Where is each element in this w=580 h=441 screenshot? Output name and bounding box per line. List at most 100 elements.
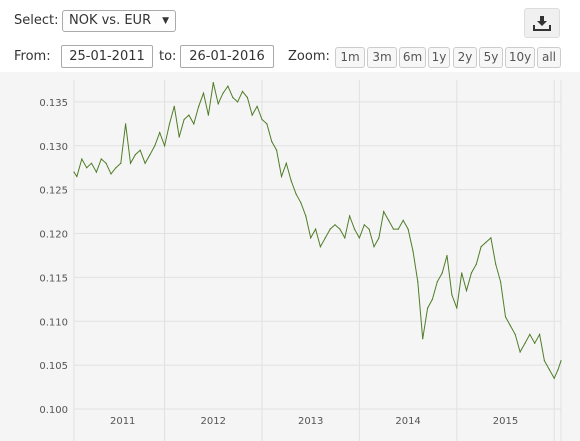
data-point (183, 118, 185, 121)
data-point (280, 175, 283, 178)
data-point (465, 290, 468, 292)
y-tick-label: 0.125 (39, 186, 68, 197)
x-tick-label: 2012 (201, 416, 226, 427)
data-point (164, 145, 166, 147)
y-tick-label: 0.120 (39, 230, 68, 241)
data-point (427, 307, 429, 309)
data-point (548, 368, 550, 371)
data-point (305, 215, 307, 217)
data-point (310, 237, 312, 239)
data-point (407, 228, 409, 230)
data-point (500, 281, 502, 283)
data-point (261, 118, 263, 121)
data-point (271, 140, 273, 142)
zoom-3m-button[interactable]: 3m (367, 47, 397, 68)
data-point (461, 272, 463, 274)
data-point (315, 228, 317, 230)
data-point (475, 263, 477, 265)
data-point (524, 342, 526, 344)
data-point (441, 272, 443, 274)
data-point (334, 224, 336, 226)
data-point (412, 250, 414, 252)
x-tick-label: 2011 (110, 416, 135, 427)
data-point (125, 123, 127, 125)
zoom-5y-button[interactable]: 5y (479, 47, 503, 68)
x-tick-label: 2013 (298, 416, 323, 427)
data-point (285, 162, 287, 164)
data-point (431, 298, 433, 300)
data-point (485, 241, 487, 243)
data-point (202, 92, 205, 94)
data-point (324, 237, 326, 239)
data-point (95, 171, 97, 173)
zoom-all-button[interactable]: all (537, 47, 561, 68)
to-date-input[interactable]: 26-01-2016 (180, 45, 274, 68)
data-point (480, 246, 482, 248)
data-point (212, 82, 214, 84)
data-point (436, 281, 438, 283)
data-point (504, 316, 507, 318)
data-point (534, 342, 536, 344)
data-point (378, 237, 380, 239)
data-point (402, 219, 404, 221)
data-point (256, 105, 258, 107)
data-point (519, 351, 521, 353)
data-point (73, 171, 75, 173)
zoom-10y-button[interactable]: 10y (505, 47, 535, 68)
data-point (560, 360, 562, 362)
select-label: Select: (14, 13, 59, 28)
x-tick-label: 2015 (493, 416, 518, 427)
data-point (358, 237, 360, 239)
data-point (115, 167, 117, 169)
data-point (300, 202, 302, 204)
currency-pair-value: NOK vs. EUR (69, 13, 152, 28)
chevron-down-icon: ▼ (162, 16, 169, 26)
data-point (168, 123, 171, 125)
zoom-6m-button[interactable]: 6m (399, 47, 426, 68)
data-point (222, 92, 224, 94)
data-point (529, 333, 531, 335)
data-point (557, 368, 559, 371)
data-point (81, 158, 83, 160)
data-point (451, 294, 453, 296)
data-point (193, 123, 195, 125)
y-tick-label: 0.115 (39, 273, 68, 284)
data-point (154, 145, 156, 147)
data-point (363, 224, 365, 226)
zoom-2y-button[interactable]: 2y (453, 47, 477, 68)
y-tick-label: 0.100 (39, 405, 68, 416)
data-point (392, 228, 395, 230)
from-date-input[interactable]: 25-01-2011 (61, 45, 153, 68)
currency-pair-select[interactable]: NOK vs. EUR ▼ (62, 10, 176, 32)
x-tick-label: 2014 (395, 416, 420, 427)
data-point (241, 90, 244, 92)
data-point (173, 105, 175, 107)
data-point (188, 114, 190, 116)
download-button[interactable] (524, 8, 560, 38)
data-point (90, 162, 93, 164)
data-point (368, 228, 370, 230)
data-point (539, 333, 541, 335)
toolbar-range: From: 25-01-2011 to: 26-01-2016 Zoom: 1m… (0, 44, 580, 72)
data-point (139, 149, 141, 151)
data-point (207, 114, 209, 116)
zoom-1m-button[interactable]: 1m (335, 47, 365, 68)
data-point (276, 149, 278, 151)
y-tick-label: 0.105 (39, 361, 68, 372)
y-tick-label: 0.130 (39, 142, 68, 153)
data-point (251, 114, 253, 116)
zoom-1y-button[interactable]: 1y (428, 47, 450, 68)
data-point (159, 132, 161, 134)
data-point (397, 228, 399, 230)
data-point (490, 237, 492, 239)
data-point (237, 101, 239, 103)
data-point (446, 254, 448, 257)
data-point (266, 123, 268, 125)
data-point (86, 167, 88, 169)
y-tick-label: 0.110 (39, 317, 68, 328)
series-line (73, 82, 562, 380)
data-point (144, 162, 146, 164)
from-label: From: (14, 49, 51, 64)
data-point (388, 219, 390, 221)
data-point (456, 307, 458, 309)
